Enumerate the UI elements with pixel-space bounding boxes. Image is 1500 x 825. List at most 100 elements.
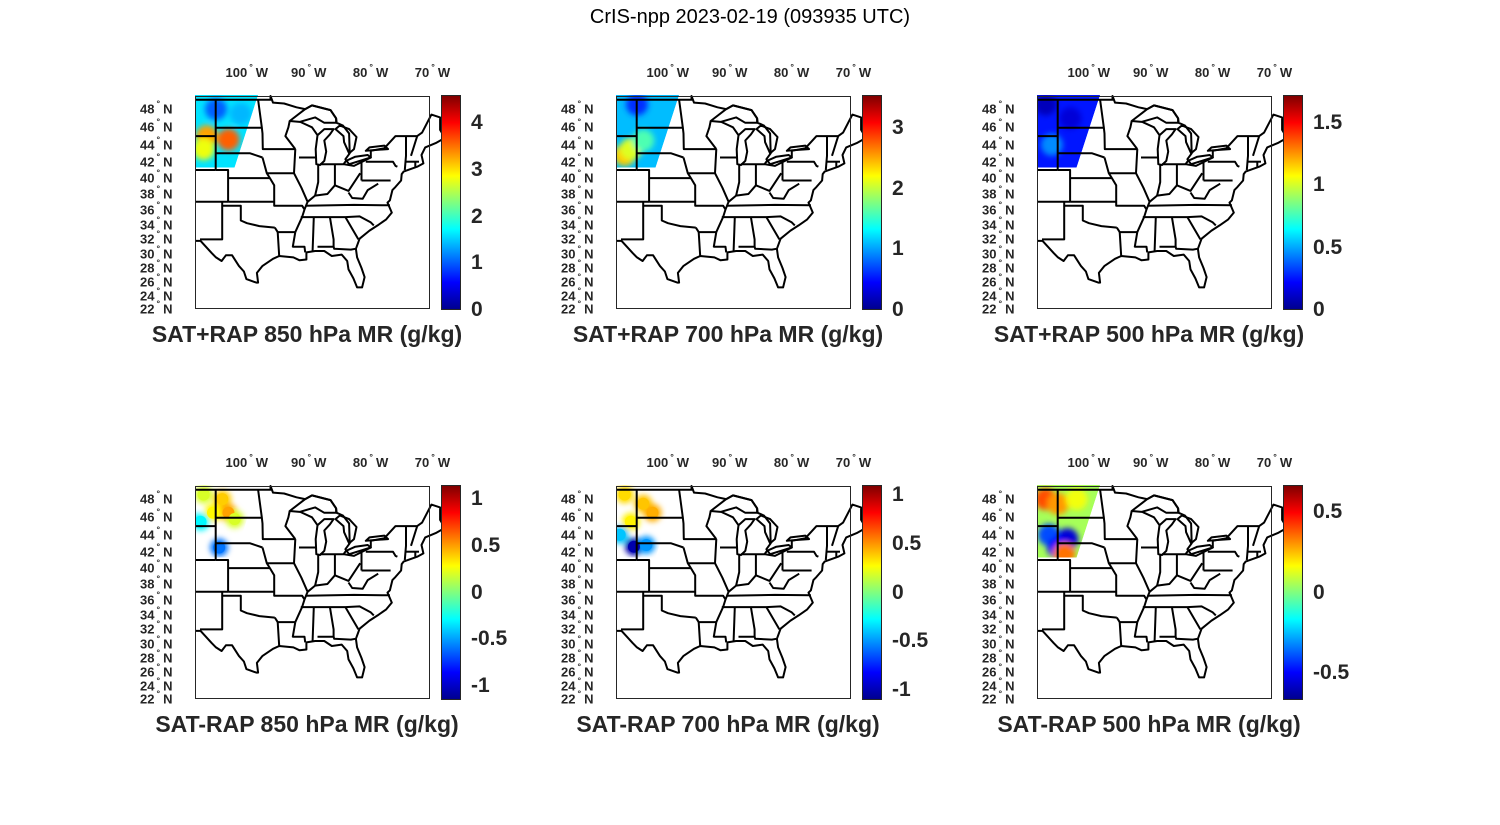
map-boundaries (1037, 485, 1288, 679)
state-border (786, 550, 819, 558)
lat-tick-label: 40 ° N (982, 557, 1015, 576)
state-border (678, 489, 717, 541)
state-border (1159, 245, 1198, 251)
state-border (311, 607, 315, 642)
axes-frame (616, 486, 851, 699)
lon-tick-label: 90 ° W (1132, 62, 1169, 80)
great-lake (1130, 494, 1180, 514)
great-lake (314, 518, 335, 556)
state-border (1057, 152, 1105, 159)
state-border (1148, 562, 1204, 593)
state-border (768, 182, 800, 200)
lat-tick-label: 22 ° N (982, 688, 1015, 707)
state-border (831, 525, 840, 547)
state-border (328, 606, 335, 637)
state-border (1099, 99, 1138, 151)
satellite-swath (1037, 485, 1101, 558)
great-lake (342, 154, 372, 167)
lat-tick-label: 34 ° N (561, 214, 594, 233)
lat-tick-label: 44 ° N (561, 524, 594, 543)
lat-tick-label: 22 ° N (140, 298, 173, 317)
great-lake (785, 534, 811, 542)
state-border (721, 215, 796, 227)
lon-tick-label: 70 ° W (835, 62, 872, 80)
colorbar-tick-label: 0.5 (1313, 499, 1343, 523)
colorbar-tick-label: 0 (892, 580, 904, 604)
colorbar-tick-label: 0 (1313, 298, 1325, 321)
lat-tick-label: 32 ° N (561, 618, 594, 637)
lat-tick-label: 30 ° N (561, 633, 594, 652)
coastline (195, 95, 446, 289)
swath-blob (1053, 542, 1076, 558)
lat-tick-label: 26 ° N (982, 271, 1015, 290)
state-border (215, 559, 230, 592)
lat-tick-label: 48 ° N (140, 98, 173, 117)
lon-tick-label: 90 ° W (711, 452, 748, 470)
state-border (215, 542, 263, 549)
great-lake (1156, 128, 1177, 166)
state-border (215, 169, 230, 202)
panel-title: SAT+RAP 850 hPa MR (g/kg) (151, 321, 463, 347)
state-border (712, 621, 728, 643)
state-border (1118, 622, 1123, 647)
great-lake (1130, 104, 1180, 124)
lat-tick-label: 22 ° N (561, 298, 594, 317)
lon-tick-label: 100 ° W (646, 62, 690, 80)
state-border (300, 215, 375, 227)
lat-tick-label: 44 ° N (982, 524, 1015, 543)
state-border (257, 99, 296, 151)
state-border (1252, 525, 1261, 547)
state-border (749, 606, 756, 637)
panel-title: SAT-RAP 500 hPa MR (g/kg) (997, 711, 1301, 737)
state-border (735, 164, 741, 196)
state-border (682, 547, 727, 601)
axes-frame (195, 96, 430, 309)
lat-tick-label: 44 ° N (561, 134, 594, 153)
state-border (694, 617, 717, 624)
state-border (705, 510, 718, 540)
map-boundaries (616, 95, 867, 289)
lat-tick-label: 26 ° N (561, 271, 594, 290)
state-border (786, 160, 819, 168)
lat-tick-label: 22 ° N (982, 298, 1015, 317)
lat-tick-label: 36 ° N (561, 199, 594, 218)
lat-tick-label: 42 ° N (561, 151, 594, 170)
lat-tick-label: 42 ° N (140, 151, 173, 170)
lat-tick-label: 30 ° N (140, 243, 173, 262)
state-border (682, 157, 727, 211)
map-axes (195, 95, 446, 309)
swath-point (197, 488, 210, 501)
lat-tick-label: 28 ° N (982, 257, 1015, 276)
state-border (636, 542, 684, 549)
state-border (1207, 160, 1240, 168)
lon-tick-label: 70 ° W (414, 62, 451, 80)
great-lake (364, 144, 390, 152)
colorbar (1283, 95, 1303, 310)
figure-title: CrIS-npp 2023-02-19 (093935 UTC) (589, 6, 911, 28)
state-border (344, 216, 360, 240)
swath-blob (632, 129, 655, 152)
state-border (403, 136, 407, 171)
lat-tick-label: 38 ° N (982, 183, 1015, 202)
colorbar-tick-label: 1 (1313, 173, 1325, 196)
state-border (1142, 215, 1217, 227)
great-lake (763, 154, 793, 167)
lat-tick-label: 24 ° N (140, 675, 173, 694)
colorbar-tick-label: -1 (892, 678, 911, 702)
state-border (403, 526, 407, 561)
state-border (738, 635, 777, 641)
state-border (1103, 157, 1148, 211)
axes-frame (195, 486, 430, 699)
great-lake (288, 104, 338, 124)
panel-title: SAT-RAP 700 hPa MR (g/kg) (576, 711, 880, 737)
colorbar-tick-label: 1 (471, 487, 483, 511)
state-border (365, 160, 398, 168)
state-border (720, 510, 740, 526)
swath-point (640, 539, 653, 552)
lat-tick-label: 24 ° N (982, 675, 1015, 694)
lat-tick-label: 46 ° N (140, 506, 173, 525)
colorbar-tick-label: -0.5 (892, 629, 929, 653)
state-border (314, 164, 320, 196)
state-border (1148, 172, 1204, 203)
colorbar-tick-label: -1 (471, 673, 490, 697)
